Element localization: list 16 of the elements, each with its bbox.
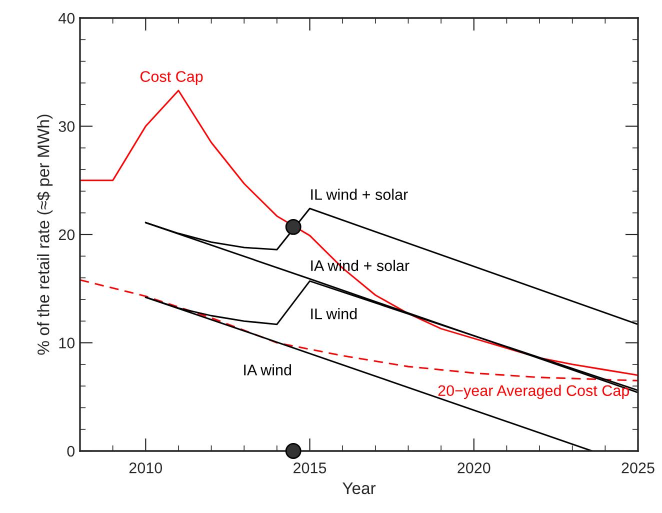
y-tick-label: 40 bbox=[58, 12, 75, 24]
y-tick-label: 20 bbox=[58, 229, 75, 240]
series-label: 20−year Averaged Cost Cap bbox=[438, 384, 630, 400]
x-axis-title: Year bbox=[342, 482, 376, 494]
y-axis-title: % of the retail rate (≈$ per MWh) bbox=[36, 114, 53, 355]
x-tick-label: 2025 bbox=[622, 462, 654, 474]
x-tick-label: 2020 bbox=[458, 462, 490, 474]
series-label: Cost Cap bbox=[140, 71, 203, 85]
x-tick-label: 2010 bbox=[129, 462, 162, 474]
y-tick-label: 10 bbox=[59, 338, 75, 348]
series-label: IL wind + solar bbox=[311, 188, 408, 200]
series-label: IL wind bbox=[311, 308, 357, 320]
y-tick-label: 30 bbox=[58, 121, 75, 132]
series-label: IA wind bbox=[244, 364, 292, 376]
y-tick-label: 0 bbox=[67, 446, 75, 457]
x-tick-label: 2015 bbox=[294, 462, 326, 474]
